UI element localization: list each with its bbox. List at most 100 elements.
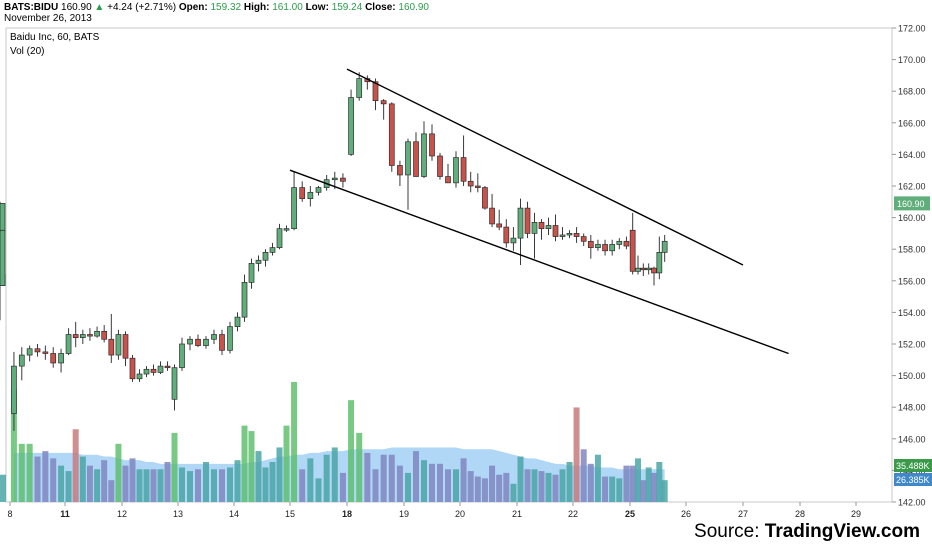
volume-bar — [503, 472, 510, 502]
candle-body — [517, 207, 524, 239]
time-tick-label: 12 — [117, 509, 127, 519]
volume-bar — [616, 478, 623, 502]
volume-bar — [307, 458, 314, 502]
volume-bar — [187, 471, 193, 502]
candle-body — [503, 226, 510, 244]
volume-bar — [538, 471, 545, 502]
volume-bar — [255, 451, 262, 502]
candle-body — [616, 240, 623, 245]
candle-body — [453, 157, 459, 184]
price-tick-label: 160.00 — [898, 213, 926, 223]
candle-body — [331, 177, 338, 181]
candle-body — [269, 247, 276, 253]
price-tick-label: 170.00 — [898, 55, 926, 65]
candle-body — [531, 221, 538, 234]
close-value: 160.90 — [398, 2, 429, 13]
price-tick-label: 146.00 — [898, 434, 926, 444]
trendline — [289, 169, 789, 355]
candle-body — [255, 259, 262, 264]
price-tick-label: 162.00 — [898, 182, 926, 192]
volume-bar — [339, 472, 346, 502]
volume-bar — [405, 472, 411, 502]
volume-bar — [150, 469, 157, 502]
volume-bar — [651, 472, 657, 502]
volume-bar — [388, 454, 395, 502]
candle-body — [34, 348, 41, 353]
volume-value-label: 35.488K — [896, 461, 930, 471]
candle-body — [552, 225, 559, 237]
candle-body — [474, 185, 481, 188]
candle-body — [50, 353, 57, 364]
volume-bar — [234, 460, 241, 502]
candle-body — [545, 225, 552, 230]
volume-bar — [283, 425, 290, 502]
time-tick-label: 21 — [512, 509, 522, 519]
volume-bar — [241, 425, 248, 502]
candle-body — [0, 203, 6, 231]
candle-body — [559, 234, 566, 237]
candle-body — [227, 326, 233, 351]
volume-bar — [203, 462, 209, 502]
volume-bar — [211, 469, 217, 502]
price-tick-label: 152.00 — [898, 340, 926, 350]
volume-bar — [136, 469, 143, 502]
volume-bar — [164, 462, 171, 502]
volume-bar — [645, 467, 652, 502]
candle-body — [445, 176, 451, 184]
candle-body — [573, 233, 580, 237]
volume-bar — [42, 451, 49, 502]
volume-bar — [101, 460, 108, 502]
volume-value-label: 26.385K — [896, 475, 930, 485]
candle-body — [18, 354, 25, 367]
volume-bar — [195, 469, 201, 502]
volume-bar — [421, 460, 427, 502]
volume-bar — [609, 476, 616, 502]
candle-body — [58, 353, 64, 364]
volume-bar — [34, 456, 41, 502]
volume-bar — [640, 480, 647, 502]
price-tick-label: 158.00 — [898, 245, 926, 255]
candle-body — [413, 141, 419, 177]
price-tick-label: 142.00 — [898, 498, 926, 508]
volume-bar — [380, 454, 387, 502]
time-tick-label: 25 — [625, 509, 635, 519]
candle-body — [510, 237, 517, 244]
candle-body — [602, 244, 608, 252]
volume-bar — [580, 449, 587, 502]
volume-bar — [573, 407, 580, 502]
candle-body — [524, 207, 531, 234]
candle-body — [283, 228, 290, 231]
time-tick-label: 28 — [795, 509, 805, 519]
candle-body — [315, 187, 322, 193]
plot-frame — [5, 27, 893, 503]
last-price-label: 160.90 — [897, 199, 925, 209]
price-tick-label: 172.00 — [898, 24, 926, 34]
candle-body — [489, 207, 495, 225]
volume-bar — [602, 476, 609, 502]
volume-bar — [18, 443, 25, 502]
volume-bar — [453, 469, 459, 502]
candle-body — [348, 97, 354, 155]
change-arrow-icon: ▲ — [94, 2, 105, 13]
volume-bar — [157, 469, 164, 502]
candle-body — [661, 240, 668, 253]
time-tick-label: 27 — [738, 509, 748, 519]
candle-body — [143, 368, 150, 375]
price-tick-label: 164.00 — [898, 150, 926, 160]
trendline — [346, 68, 744, 266]
volume-bar — [413, 451, 419, 502]
candle-body — [122, 334, 129, 359]
volume-bar — [460, 458, 467, 502]
volume-bar — [94, 469, 101, 502]
volume-bar — [635, 458, 641, 502]
symbol-name: BATS:BIDU — [4, 2, 59, 13]
candle-body — [195, 338, 201, 346]
volume-bar — [291, 382, 298, 502]
volume-bar — [171, 432, 178, 502]
candle-body — [157, 365, 164, 373]
volume-bar — [50, 458, 57, 502]
time-tick-label: 11 — [60, 509, 70, 519]
low-label: Low: — [305, 2, 329, 13]
volume-value-marker — [894, 473, 932, 486]
